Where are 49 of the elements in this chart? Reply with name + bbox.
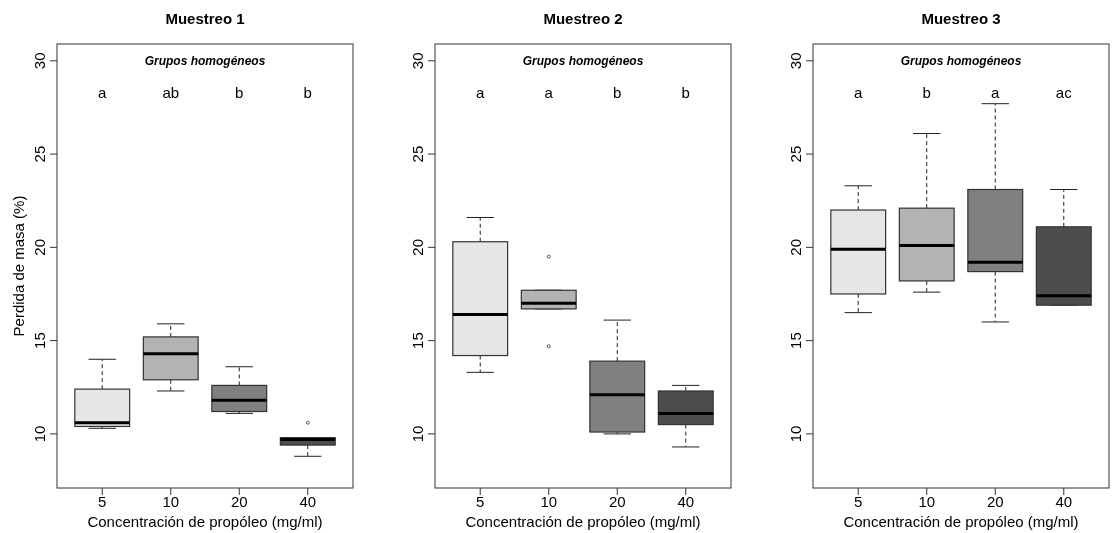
x-tick-label: 10	[918, 493, 936, 510]
chart-title: Muestreo 1	[165, 10, 245, 27]
y-tick-label: 30	[409, 52, 426, 70]
y-tick-label: 25	[409, 145, 426, 163]
y-tick-label: 10	[787, 425, 804, 443]
y-tick-label: 15	[409, 332, 426, 349]
x-tick-label: 20	[608, 493, 626, 510]
annotation: b	[681, 84, 690, 101]
annotation: ab	[162, 84, 180, 101]
annotation: b	[235, 84, 244, 101]
x-tick-label: 5	[854, 493, 863, 510]
x-axis-title: Concentración de propóleo (mg/ml)	[87, 513, 323, 530]
annotation: a	[854, 84, 864, 101]
annotation: b	[922, 84, 931, 101]
y-tick-label: 25	[787, 145, 804, 163]
y-tick-label: 15	[787, 332, 804, 349]
annotation: a	[98, 84, 108, 101]
annotation: Grupos homogéneos	[900, 54, 1022, 68]
annotation: b	[303, 84, 312, 101]
y-tick-label: 10	[409, 425, 426, 443]
y-tick-label: 25	[31, 145, 48, 163]
y-tick-label: 20	[409, 239, 426, 256]
x-tick-label: 10	[162, 493, 180, 510]
annotation: a	[476, 84, 486, 101]
annotation: Grupos homogéneos	[522, 54, 644, 68]
y-tick-label: 30	[787, 52, 804, 70]
x-tick-label: 5	[98, 493, 107, 510]
chart-title: Muestreo 2	[543, 10, 623, 27]
chart-title: Muestreo 3	[921, 10, 1001, 27]
x-axis-title: Concentración de propóleo (mg/ml)	[843, 513, 1079, 530]
y-axis-title: Perdida de masa (%)	[10, 195, 27, 337]
x-tick-label: 20	[986, 493, 1004, 510]
annotation: Grupos homogéneos	[144, 54, 266, 68]
y-tick-label: 30	[31, 52, 48, 70]
x-axis-title: Concentración de propóleo (mg/ml)	[465, 513, 701, 530]
annotation: ac	[1055, 84, 1073, 101]
x-tick-label: 20	[230, 493, 248, 510]
y-tick-label: 20	[31, 239, 48, 256]
annotation: b	[613, 84, 622, 101]
y-tick-label: 20	[787, 239, 804, 256]
x-tick-label: 40	[299, 493, 317, 510]
y-tick-label: 15	[31, 332, 48, 349]
x-tick-label: 5	[476, 493, 485, 510]
x-tick-label: 10	[540, 493, 558, 510]
annotation: a	[991, 84, 1001, 101]
x-tick-label: 40	[677, 493, 695, 510]
annotation: a	[544, 84, 554, 101]
y-tick-label: 10	[31, 425, 48, 443]
x-tick-label: 40	[1055, 493, 1073, 510]
